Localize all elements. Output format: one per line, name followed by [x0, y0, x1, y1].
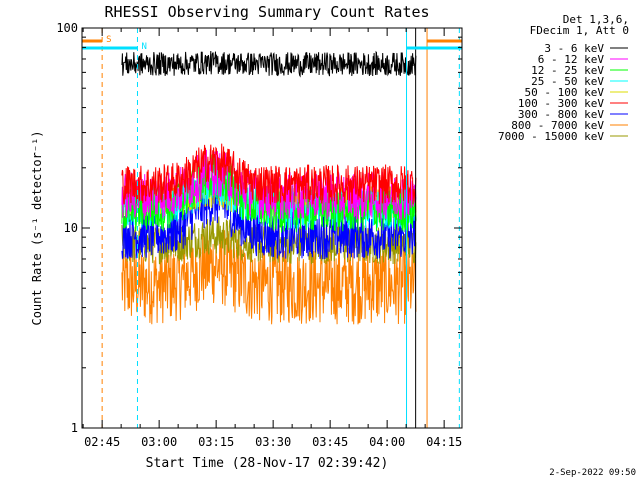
x-tick-label: 03:15 [198, 435, 234, 449]
legend-label-7: 300 - 800 keV [518, 108, 604, 121]
legend-header-line: FDecim 1, Att 0 [530, 24, 629, 37]
y-axis: 1 10 100 [56, 21, 462, 435]
chart-title: RHESSI Observing Summary Count Rates [104, 3, 429, 21]
legend-label-6: 100 - 300 keV [518, 97, 604, 110]
legend-label-1: 3 - 6 keV [544, 42, 604, 55]
x-tick-label: 03:30 [255, 435, 291, 449]
x-tick-label: 02:45 [84, 435, 120, 449]
legend-label-4: 25 - 50 keV [531, 75, 604, 88]
footer-timestamp: 2-Sep-2022 09:50 [549, 468, 636, 478]
x-tick-label: 04:00 [369, 435, 405, 449]
y-tick-label: 100 [56, 21, 78, 35]
series-line-8 [121, 228, 417, 325]
legend-label-5: 50 - 100 keV [525, 86, 605, 99]
series-line-6 [121, 143, 417, 206]
series-line-2 [121, 149, 417, 220]
y-tick-label: 1 [71, 421, 78, 435]
x-axis-label: Start Time (28-Nov-17 02:39:42) [146, 456, 389, 471]
flag-code-s: S [106, 35, 111, 45]
flag-code-n: N [141, 42, 146, 52]
x-tick-label: 03:45 [312, 435, 348, 449]
plot-area [121, 50, 417, 325]
series-line-1 [121, 50, 417, 78]
legend-label-9: 7000 - 15000 keV [498, 130, 604, 143]
flag-bars: SN [82, 35, 462, 52]
legend-header-line: Det 1,3,6, [563, 13, 629, 26]
x-tick-label: 04:15 [426, 435, 462, 449]
y-tick-label: 10 [64, 221, 78, 235]
legend-label-3: 12 - 25 keV [531, 64, 604, 77]
legend-label-8: 800 - 7000 keV [511, 119, 604, 132]
x-tick-label: 03:00 [141, 435, 177, 449]
y-axis-label: Count Rate (s⁻¹ detector⁻¹) [30, 130, 44, 325]
series-line-7 [121, 178, 417, 260]
x-axis: 02:45 03:00 03:15 03:30 03:45 04:00 04:15 [82, 28, 462, 449]
legend-label-2: 6 - 12 keV [538, 53, 605, 66]
